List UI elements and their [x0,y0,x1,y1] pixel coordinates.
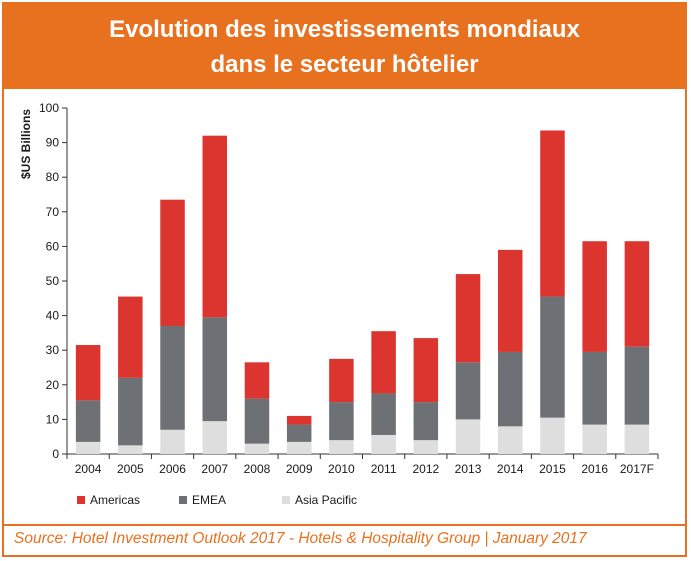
bar-americas-2011 [371,331,396,394]
legend-label-asia-pacific: Asia Pacific [295,493,357,507]
bar-americas-2016 [582,241,607,352]
y-tick-label: 70 [46,205,60,219]
bar-emea-2004 [75,400,101,442]
bar-asia-pacific-2011 [371,434,396,454]
legend-label-emea: EMEA [192,493,226,507]
x-tick-label: 2010 [328,462,355,476]
bar-americas-2012 [413,338,439,403]
y-tick-label: 10 [46,412,60,426]
source-caption: Source: Hotel Investment Outlook 2017 - … [14,530,587,547]
bar-emea-2006 [160,325,185,430]
x-tick-label: 2016 [581,462,608,476]
bar-asia-pacific-2010 [329,440,354,454]
x-tick-label: 2011 [371,462,397,476]
bar-emea-2009 [286,424,312,442]
bar-asia-pacific-2013 [455,419,481,454]
x-tick-label: 2005 [117,462,144,476]
y-tick-label: 30 [46,343,60,357]
y-tick-label: 50 [46,274,60,288]
x-tick-label: 2017F [620,462,654,476]
bar-asia-pacific-2017f [624,424,650,454]
y-tick-label: 20 [46,378,60,392]
bar-americas-2015 [540,130,565,297]
bar-emea-2005 [118,377,143,446]
bar-emea-2012 [413,402,439,441]
chart-title-line-1: Evolution des investissements mondiaux [109,15,580,43]
bar-americas-2013 [455,274,481,363]
x-tick-label: 2008 [244,462,271,476]
y-axis-title: $US Billions [19,109,33,179]
bar-americas-2017f [624,241,650,347]
bar-emea-2011 [371,393,396,435]
chart-title-line-2: dans le secteur hôtelier [210,50,479,78]
bar-americas-2008 [244,362,270,399]
bar-americas-2009 [286,415,312,425]
x-tick-label: 2006 [159,462,186,476]
bar-asia-pacific-2012 [413,440,439,454]
bar-emea-2008 [244,398,270,444]
bar-emea-2014 [498,351,523,427]
legend-swatch-americas [77,496,85,504]
y-tick-label: 40 [46,309,60,323]
x-tick-label: 2015 [539,462,566,476]
bar-americas-2005 [118,296,143,378]
y-tick-label: 100 [39,101,59,115]
y-tick-label: 90 [46,136,60,150]
x-tick-label: 2007 [201,462,228,476]
title-banner: Evolution des investissements mondiaux d… [4,4,685,89]
bar-asia-pacific-2014 [498,426,523,454]
bar-asia-pacific-2006 [160,429,185,454]
x-tick-label: 2014 [497,462,524,476]
source-divider [4,524,685,526]
bar-asia-pacific-2007 [202,421,227,454]
bar-asia-pacific-2005 [118,445,143,454]
legend-swatch-asia-pacific [282,496,290,504]
y-tick-label: 60 [46,239,60,253]
x-tick-label: 2004 [75,462,102,476]
bar-emea-2007 [202,317,227,422]
bar-emea-2017f [624,346,650,425]
legend-swatch-emea [179,496,187,504]
bar-americas-2014 [498,249,523,352]
bar-asia-pacific-2009 [286,441,312,454]
bar-asia-pacific-2008 [244,443,270,454]
bar-emea-2010 [329,402,354,441]
legend-label-americas: Americas [90,493,140,507]
bar-asia-pacific-2015 [540,417,565,454]
bar-emea-2015 [540,296,565,418]
y-tick-label: 0 [52,447,59,461]
bar-asia-pacific-2016 [582,424,607,454]
bar-americas-2006 [160,199,185,326]
x-tick-label: 2013 [455,462,482,476]
bar-emea-2013 [455,362,481,420]
x-tick-label: 2012 [412,462,439,476]
bar-americas-2007 [202,135,227,318]
bar-emea-2016 [582,351,607,425]
x-tick-label: 2009 [286,462,313,476]
bar-americas-2010 [329,358,354,403]
y-tick-label: 80 [46,170,60,184]
bar-americas-2004 [75,345,101,401]
bar-asia-pacific-2004 [75,441,101,454]
